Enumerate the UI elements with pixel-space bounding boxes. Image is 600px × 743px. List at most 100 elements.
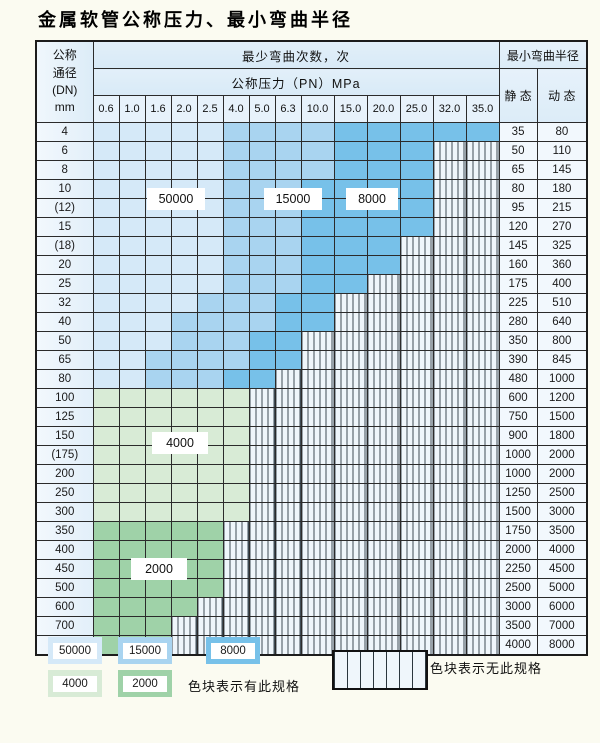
dn-cell: 10 [35,179,94,199]
no-spec-cell [333,483,368,503]
cycles-band-cell [92,350,120,370]
no-spec-cell [333,350,368,370]
no-spec-cell [248,483,276,503]
cycles-band-cell [170,369,198,389]
cycles-band-cell [248,369,276,389]
cycles-band-cell [248,331,276,351]
no-spec-cell [274,502,302,522]
cycles-band-cell [118,141,146,161]
cycles-band-cell [300,312,335,332]
cycles-band-cell [274,160,302,180]
dynamic-radius-cell: 215 [536,198,588,218]
dynamic-radius-cell: 2500 [536,483,588,503]
no-spec-cell [465,616,500,636]
no-spec-cell [399,236,434,256]
no-spec-cell [465,274,500,294]
table-row: 450 2250 4500 [35,559,588,579]
no-spec-cell [432,407,467,427]
no-spec-cell [274,559,302,579]
no-spec-cell [274,597,302,617]
cycles-band-cell [170,274,198,294]
no-spec-cell [300,635,335,656]
no-spec-cell [366,464,401,484]
no-spec-cell [222,597,250,617]
header-nominal-pressure: 公称压力（PN）MPa [92,68,500,96]
cycles-band-cell [248,312,276,332]
cycles-band-cell [333,122,368,142]
cycles-band-cell [118,236,146,256]
cycles-band-cell [92,616,120,636]
dn-cell: 350 [35,521,94,541]
cycles-band-cell [170,350,198,370]
no-spec-cell [333,312,368,332]
cycles-band-cell [222,293,250,313]
cycles-band-cell [300,122,335,142]
dynamic-radius-cell: 6000 [536,597,588,617]
no-spec-cell [222,616,250,636]
cycles-band-cell [92,464,120,484]
band-label-4000: 4000 [152,432,208,454]
cycles-band-cell [300,160,335,180]
no-spec-cell [366,388,401,408]
cycles-band-cell [144,236,172,256]
cycles-band-cell [196,293,224,313]
cycles-band-cell [274,293,302,313]
cycles-band-cell [92,141,120,161]
dn-cell: 50 [35,331,94,351]
no-spec-cell [300,597,335,617]
legend-label: 2000 [123,675,167,692]
no-spec-cell [465,369,500,389]
no-spec-cell [465,464,500,484]
table-row: 100 600 1200 [35,388,588,408]
dynamic-radius-cell: 3000 [536,502,588,522]
cycles-band-cell [248,217,276,237]
cycles-band-cell [274,312,302,332]
cycles-band-cell [170,388,198,408]
no-spec-cell [399,483,434,503]
dn-cell: 4 [35,122,94,142]
no-spec-cell [399,369,434,389]
table-row: 300 1500 3000 [35,502,588,522]
pressure-tick: 25.0 [399,95,434,123]
no-spec-cell [432,160,467,180]
cycles-band-cell [170,464,198,484]
cycles-band-cell [92,198,120,218]
dynamic-radius-cell: 640 [536,312,588,332]
dn-cell: 150 [35,426,94,446]
cycles-band-cell [144,141,172,161]
header-dn: 公称 通径 (DN) mm [35,40,94,123]
cycles-band-cell [118,198,146,218]
table-row: 400 2000 4000 [35,540,588,560]
pressure-tick: 10.0 [300,95,335,123]
cycles-band-cell [144,369,172,389]
pressure-tick: 1.0 [118,95,146,123]
dynamic-radius-cell: 1200 [536,388,588,408]
dn-cell: 65 [35,350,94,370]
legend-swatch-8000: 8000 [206,637,260,664]
table-row: 25 175 400 [35,274,588,294]
pressure-tick: 2.5 [196,95,224,123]
no-spec-cell [222,521,250,541]
dynamic-radius-cell: 845 [536,350,588,370]
cycles-band-cell [118,502,146,522]
no-spec-cell [300,369,335,389]
dn-cell: 32 [35,293,94,313]
cycles-band-cell [333,236,368,256]
cycles-band-cell [222,407,250,427]
no-spec-cell [432,502,467,522]
cycles-band-cell [248,350,276,370]
table-row: 250 1250 2500 [35,483,588,503]
no-spec-cell [333,502,368,522]
cycles-band-cell [144,331,172,351]
legend-swatch-2000: 2000 [118,670,172,697]
dn-cell: 200 [35,464,94,484]
no-spec-cell [333,331,368,351]
table-row: 600 3000 6000 [35,597,588,617]
static-radius-cell: 1250 [498,483,538,503]
pressure-tick: 35.0 [465,95,500,123]
cycles-band-cell [92,388,120,408]
cycles-band-cell [92,426,120,446]
static-radius-cell: 50 [498,141,538,161]
no-spec-cell [196,616,224,636]
cycles-band-cell [92,540,120,560]
